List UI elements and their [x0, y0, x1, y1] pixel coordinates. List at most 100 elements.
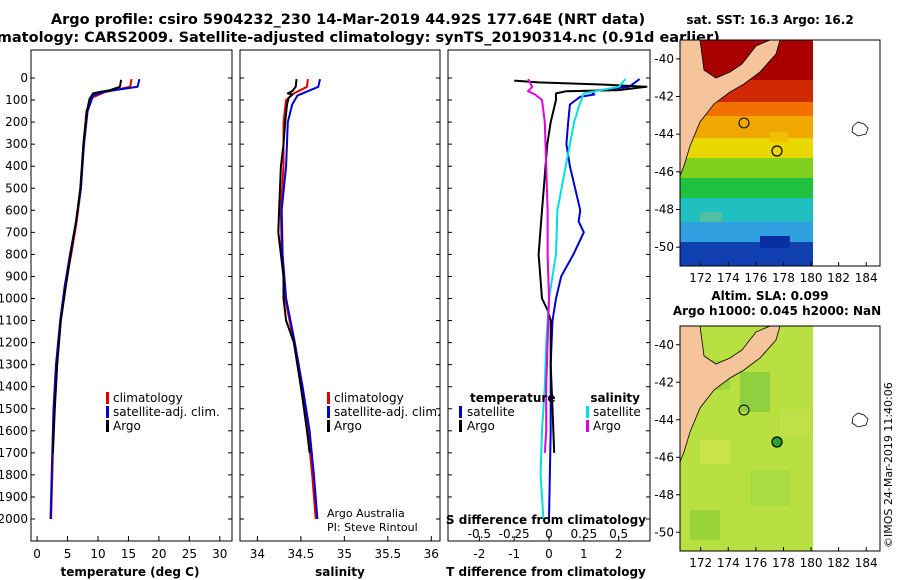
y-tick-label: 1400 — [0, 380, 28, 394]
x-tick-label: 35.5 — [374, 547, 401, 561]
legend-title-salinity: salinity — [590, 391, 640, 405]
legend-label-argo: Argo — [113, 419, 141, 433]
map-y-tick-label: -50 — [654, 240, 674, 254]
series-salinity-argo — [527, 78, 550, 453]
legend-swatch-satellite — [106, 406, 109, 418]
legend-label-s-satellite: satellite — [593, 405, 641, 419]
map-y-tick-label: -40 — [654, 338, 674, 352]
y-tick-label: 1600 — [0, 424, 28, 438]
sst-map-title: sat. SST: 16.3 Argo: 16.2 — [686, 13, 853, 27]
series-salinity-satellite — [539, 78, 627, 520]
legend-swatch-argo — [327, 420, 330, 432]
legend-swatch-s-argo — [586, 420, 589, 432]
map-y-tick-label: -46 — [654, 450, 674, 464]
x-tick-label: 36 — [424, 547, 439, 561]
t-diff-xlabel: T difference from climatology — [446, 565, 646, 579]
map-x-tick-label: 176 — [744, 271, 767, 285]
x-tick-label: 20 — [151, 547, 166, 561]
argo-position-marker — [771, 145, 783, 157]
legend-label-s-argo: Argo — [593, 419, 621, 433]
y-tick-label: 300 — [5, 137, 28, 151]
map-x-tick-label: 172 — [689, 271, 712, 285]
legend-swatch-satellite — [327, 406, 330, 418]
x-tick-label: -1 — [508, 547, 520, 561]
s-tick-label: -0.25 — [499, 527, 530, 541]
x-tick-label: 30 — [212, 547, 227, 561]
sla-map-frame — [679, 325, 881, 552]
temperature-panel: 0 5 10 15 20 25 300100200300400500600700800900… — [0, 49, 233, 579]
salinity-xlabel: salinity — [315, 565, 365, 579]
legend-swatch-argo — [106, 420, 109, 432]
map-x-tick-label: 178 — [772, 556, 795, 570]
sla-map-subtitle: Argo h1000: 0.045 h2000: NaN — [673, 304, 881, 318]
legend-swatch-t-argo — [459, 420, 462, 432]
map-x-tick-label: 182 — [827, 271, 850, 285]
legend-label-satellite: satellite-adj. clim. — [113, 405, 220, 419]
map-y-tick-label: -46 — [654, 165, 674, 179]
x-tick-label: -2 — [473, 547, 485, 561]
legend-label-climatology: climatology — [113, 391, 183, 405]
map-y-tick-label: -42 — [654, 375, 674, 389]
difference-legend-salinity: salinity satellite Argo — [586, 391, 641, 433]
map-x-tick-label: 172 — [689, 556, 712, 570]
map-x-tick-label: 174 — [717, 556, 740, 570]
argo-position-marker — [771, 436, 783, 448]
x-tick-label: 25 — [182, 547, 197, 561]
y-tick-label: 500 — [5, 181, 28, 195]
series-argo — [51, 79, 123, 453]
island-outline — [738, 404, 750, 416]
sst-map: sat. SST: 16.3 Argo: 16.2 172 174 176 178 18… — [654, 13, 881, 285]
header-line2: Climatology: CARS2009. Satellite-adjuste… — [0, 30, 720, 46]
credit-line2: PI: Steve Rintoul — [327, 521, 418, 534]
chatham-islands-outline — [851, 412, 869, 428]
temperature-xlabel: temperature (deg C) — [61, 565, 200, 579]
y-tick-label: 0 — [20, 71, 28, 85]
sst-map-frame — [679, 39, 881, 267]
s-tick-label: -0.5 — [468, 527, 491, 541]
sst-field — [680, 40, 813, 266]
map-x-tick-label: 180 — [800, 556, 823, 570]
y-tick-label: 1500 — [0, 402, 28, 416]
legend-label-t-argo: Argo — [467, 419, 495, 433]
legend-title-temperature: temperature — [470, 391, 555, 405]
sla-map: Altim. SLA: 0.099 Argo h1000: 0.045 h200… — [654, 289, 881, 570]
y-tick-label: 1200 — [0, 336, 28, 350]
map-x-tick-label: 176 — [744, 556, 767, 570]
legend-label-satellite: satellite-adj. clim. — [334, 405, 441, 419]
legend-swatch-s-satellite — [586, 406, 589, 418]
salinity-legend: climatology satellite-adj. clim. Argo — [327, 391, 441, 433]
land-mass-nz — [680, 326, 781, 463]
y-tick-label: 1800 — [0, 468, 28, 482]
s-diff-xlabel: S difference from climatology — [446, 513, 646, 527]
map-y-tick-label: -48 — [654, 488, 674, 502]
x-tick-label: 15 — [121, 547, 136, 561]
difference-panel: -2 -1 0 1 2 S difference from climatology -0… — [446, 49, 651, 579]
s-tick-label: 0.25 — [570, 527, 597, 541]
x-tick-label: 1 — [580, 547, 588, 561]
map-y-tick-label: -42 — [654, 90, 674, 104]
x-tick-label: 0 — [33, 547, 41, 561]
temperature-legend: climatology satellite-adj. clim. Argo — [106, 391, 220, 433]
map-y-tick-label: -44 — [654, 413, 674, 427]
map-x-tick-label: 182 — [827, 556, 850, 570]
map-y-tick-label: -44 — [654, 127, 674, 141]
y-tick-label: 100 — [5, 93, 28, 107]
land-mass-nz — [680, 40, 781, 177]
map-x-tick-label: 184 — [855, 271, 878, 285]
map-x-tick-label: 174 — [717, 271, 740, 285]
map-x-tick-label: 184 — [855, 556, 878, 570]
map-x-tick-label: 178 — [772, 271, 795, 285]
series-argo — [277, 78, 311, 454]
y-tick-label: 1900 — [0, 490, 28, 504]
y-tick-label: 400 — [5, 159, 28, 173]
series-temperature-satellite — [548, 78, 641, 520]
legend-swatch-climatology — [327, 392, 330, 404]
y-tick-label: 900 — [5, 269, 28, 283]
map-y-tick-label: -50 — [654, 525, 674, 539]
x-tick-label: 10 — [90, 547, 105, 561]
temperature-axes-frame — [30, 49, 233, 542]
x-tick-label: 34.5 — [288, 547, 315, 561]
s-tick-label: 0.5 — [609, 527, 628, 541]
difference-legend-temperature: temperature satellite Argo — [459, 391, 555, 433]
